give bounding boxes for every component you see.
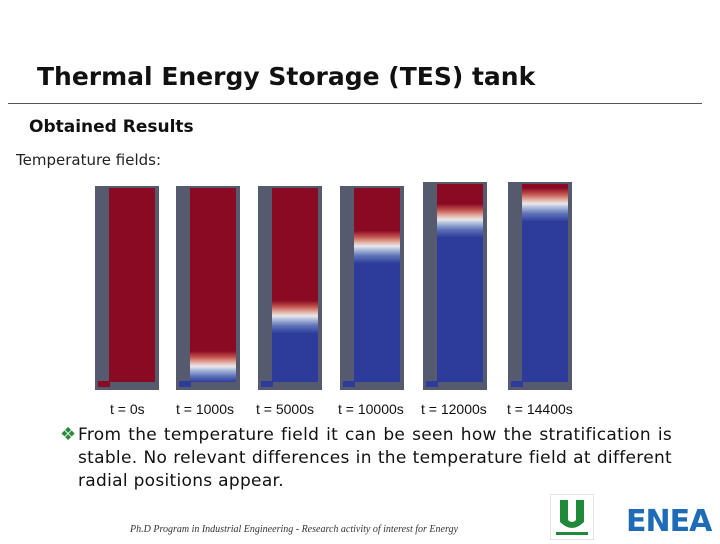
temperature-field xyxy=(354,188,400,382)
diamond-bullet-icon: ❖ xyxy=(60,424,77,445)
tank-outlet xyxy=(511,381,523,387)
time-label: t = 5000s xyxy=(256,401,314,417)
tank-outlet xyxy=(426,381,438,387)
time-label: t = 14400s xyxy=(507,401,573,417)
temperature-fields-label: Temperature fields: xyxy=(16,151,162,169)
bullet-point: ❖ From the temperature field it can be s… xyxy=(60,424,672,493)
university-logo-icon xyxy=(549,493,595,541)
temperature-field xyxy=(272,188,318,382)
footer-text: Ph.D Program in Industrial Engineering -… xyxy=(130,524,458,535)
section-subtitle: Obtained Results xyxy=(29,117,194,137)
time-label: t = 0s xyxy=(110,401,145,417)
temperature-field xyxy=(190,188,236,382)
temperature-field xyxy=(522,184,568,382)
bullet-text: From the temperature field it can be see… xyxy=(78,425,672,491)
time-label: t = 10000s xyxy=(338,401,404,417)
tank-outlet xyxy=(179,381,191,387)
temperature-field xyxy=(437,184,483,382)
temperature-field xyxy=(109,188,155,382)
enea-logo: ENEA xyxy=(626,504,712,539)
tank-outlet xyxy=(343,381,355,387)
tank-outlet xyxy=(98,381,110,387)
tank-outlet xyxy=(261,381,273,387)
time-label: t = 1000s xyxy=(176,401,234,417)
time-label: t = 12000s xyxy=(421,401,487,417)
title-divider xyxy=(8,103,702,104)
slide-title: Thermal Energy Storage (TES) tank xyxy=(37,62,536,91)
